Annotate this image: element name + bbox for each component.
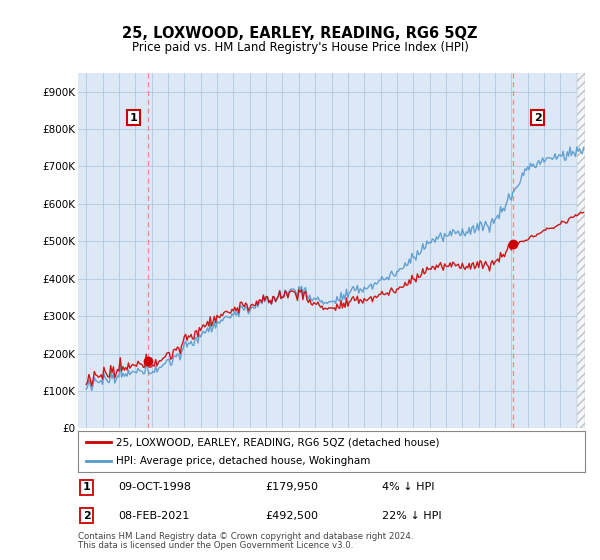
Text: £179,950: £179,950: [266, 482, 319, 492]
Text: 08-FEB-2021: 08-FEB-2021: [119, 511, 190, 521]
Text: Contains HM Land Registry data © Crown copyright and database right 2024.: Contains HM Land Registry data © Crown c…: [78, 532, 413, 541]
Text: 25, LOXWOOD, EARLEY, READING, RG6 5QZ (detached house): 25, LOXWOOD, EARLEY, READING, RG6 5QZ (d…: [116, 437, 440, 447]
Text: £492,500: £492,500: [266, 511, 319, 521]
Text: 1: 1: [130, 113, 137, 123]
Text: 4% ↓ HPI: 4% ↓ HPI: [382, 482, 434, 492]
Text: HPI: Average price, detached house, Wokingham: HPI: Average price, detached house, Woki…: [116, 456, 370, 466]
Text: 25, LOXWOOD, EARLEY, READING, RG6 5QZ: 25, LOXWOOD, EARLEY, READING, RG6 5QZ: [122, 26, 478, 41]
Text: This data is licensed under the Open Government Licence v3.0.: This data is licensed under the Open Gov…: [78, 541, 353, 550]
Text: 1: 1: [83, 482, 91, 492]
Text: 2: 2: [83, 511, 91, 521]
Text: 22% ↓ HPI: 22% ↓ HPI: [382, 511, 442, 521]
Text: 09-OCT-1998: 09-OCT-1998: [119, 482, 191, 492]
Text: Price paid vs. HM Land Registry's House Price Index (HPI): Price paid vs. HM Land Registry's House …: [131, 40, 469, 54]
Text: 2: 2: [533, 113, 541, 123]
